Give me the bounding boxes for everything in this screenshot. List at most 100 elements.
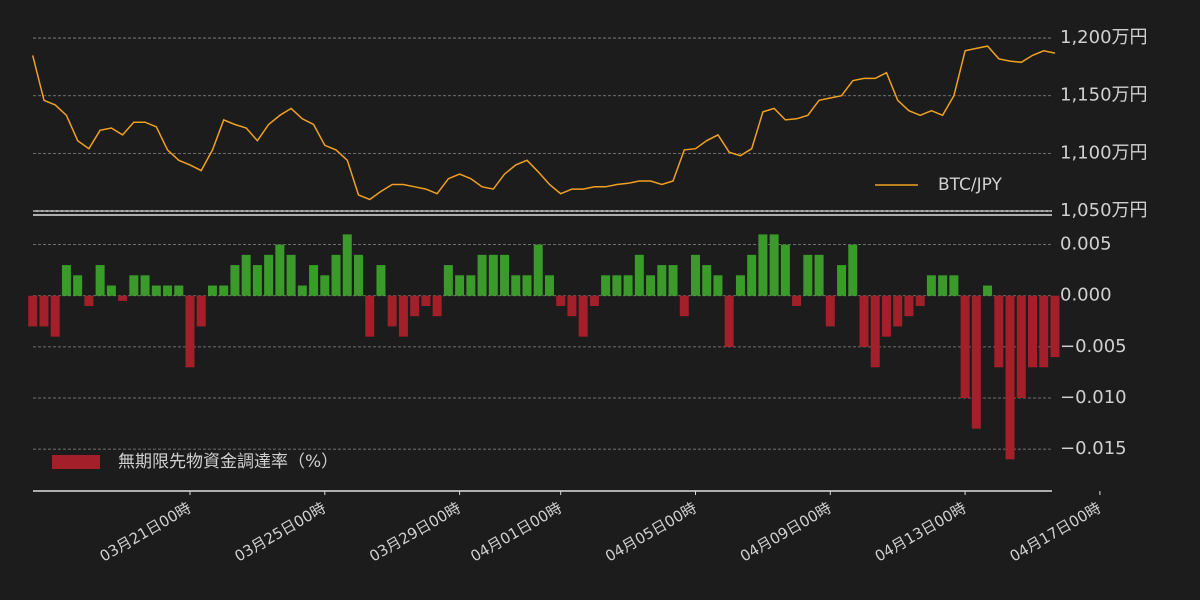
- funding-bar: [207, 285, 217, 296]
- funding-bar: [758, 234, 768, 296]
- price-line: [31, 45, 1056, 201]
- funding-bar: [949, 275, 959, 296]
- funding-bar: [241, 254, 251, 296]
- legend-swatch: [52, 455, 100, 469]
- funding-bar: [533, 244, 543, 296]
- y-tick-label: 1,150万円: [1060, 85, 1148, 106]
- funding-bar: [960, 295, 970, 398]
- funding-bar: [691, 254, 700, 296]
- funding-bar: [904, 295, 914, 317]
- funding-bar: [511, 275, 521, 296]
- funding-bar: [848, 244, 858, 296]
- y-tick-label: 1,200万円: [1060, 27, 1148, 48]
- funding-bar: [275, 244, 285, 296]
- funding-bar: [702, 265, 712, 296]
- funding-bar: [129, 275, 139, 296]
- funding-bar: [320, 275, 330, 296]
- funding-bar: [803, 254, 813, 296]
- funding-bar: [106, 285, 116, 296]
- y-tick-label: 1,100万円: [1060, 142, 1148, 163]
- funding-bar: [196, 295, 206, 327]
- funding-bar: [971, 295, 981, 429]
- funding-bar: [825, 295, 835, 327]
- funding-bar: [354, 254, 363, 296]
- legend-label: BTC/JPY: [938, 175, 1003, 195]
- funding-bar: [95, 265, 105, 296]
- funding-bar: [1039, 295, 1049, 368]
- funding-bar: [477, 254, 487, 296]
- funding-bar: [612, 275, 622, 296]
- funding-bar: [668, 265, 678, 296]
- funding-bar: [780, 244, 790, 296]
- funding-bar: [881, 295, 891, 337]
- funding-bar: [938, 275, 948, 296]
- funding-bar: [679, 295, 689, 317]
- funding-bar: [309, 265, 319, 296]
- funding-bar: [500, 254, 510, 296]
- funding-bar: [578, 295, 588, 337]
- funding-bar: [421, 295, 431, 306]
- y-tick-label: 1,050万円: [1060, 200, 1148, 221]
- funding-bar: [747, 254, 757, 296]
- funding-bar: [219, 285, 229, 296]
- funding-bar: [769, 234, 779, 296]
- funding-bar: [230, 265, 240, 296]
- y-tick-label: −0.010: [1060, 387, 1127, 408]
- funding-bar: [893, 295, 903, 327]
- funding-bar: [994, 295, 1004, 368]
- funding-bar: [163, 285, 173, 296]
- funding-bar: [50, 295, 60, 337]
- funding-bar: [556, 295, 566, 306]
- funding-bar: [623, 275, 633, 296]
- funding-bar: [634, 254, 644, 296]
- funding-bar: [1050, 295, 1060, 358]
- funding-bar: [713, 275, 723, 296]
- funding-bar: [589, 295, 599, 306]
- y-tick-label: −0.015: [1060, 438, 1127, 459]
- funding-bar: [297, 285, 307, 296]
- funding-bar: [84, 295, 94, 306]
- funding-bar: [398, 295, 408, 337]
- funding-bar: [118, 295, 128, 301]
- funding-bar: [443, 265, 453, 296]
- funding-bar: [792, 295, 802, 306]
- funding-bar: [601, 275, 611, 296]
- funding-bar: [657, 265, 667, 296]
- funding-bar: [646, 275, 656, 296]
- funding-bar: [1016, 295, 1026, 398]
- funding-bar: [174, 285, 184, 296]
- funding-bar: [915, 295, 925, 306]
- funding-bar: [432, 295, 442, 317]
- funding-bar: [286, 254, 296, 296]
- y-tick-label: −0.005: [1060, 336, 1127, 357]
- funding-bar: [455, 275, 465, 296]
- funding-bar: [983, 285, 993, 296]
- y-tick-label: 0.000: [1060, 285, 1112, 306]
- funding-bar: [387, 295, 397, 327]
- funding-bar: [1028, 295, 1037, 368]
- funding-bar: [544, 275, 554, 296]
- funding-bar: [342, 234, 352, 296]
- funding-bar: [488, 254, 498, 296]
- legend-label: 無期限先物資金調達率（%）: [118, 452, 338, 472]
- funding-bar: [365, 295, 375, 337]
- funding-bar: [61, 265, 71, 296]
- funding-bar: [567, 295, 577, 317]
- funding-bar: [735, 275, 745, 296]
- funding-bar: [28, 295, 38, 327]
- funding-bar: [814, 254, 824, 296]
- funding-bar: [1005, 295, 1015, 460]
- funding-bar: [264, 254, 274, 296]
- funding-bar: [140, 275, 150, 296]
- funding-bar: [73, 275, 83, 296]
- funding-bar: [410, 295, 420, 317]
- funding-bar: [185, 295, 195, 368]
- funding-bar: [837, 265, 847, 296]
- funding-bar: [724, 295, 734, 347]
- funding-bar: [859, 295, 869, 347]
- funding-bar: [926, 275, 936, 296]
- funding-bar: [151, 285, 161, 296]
- funding-bar: [522, 275, 532, 296]
- funding-bar: [870, 295, 880, 368]
